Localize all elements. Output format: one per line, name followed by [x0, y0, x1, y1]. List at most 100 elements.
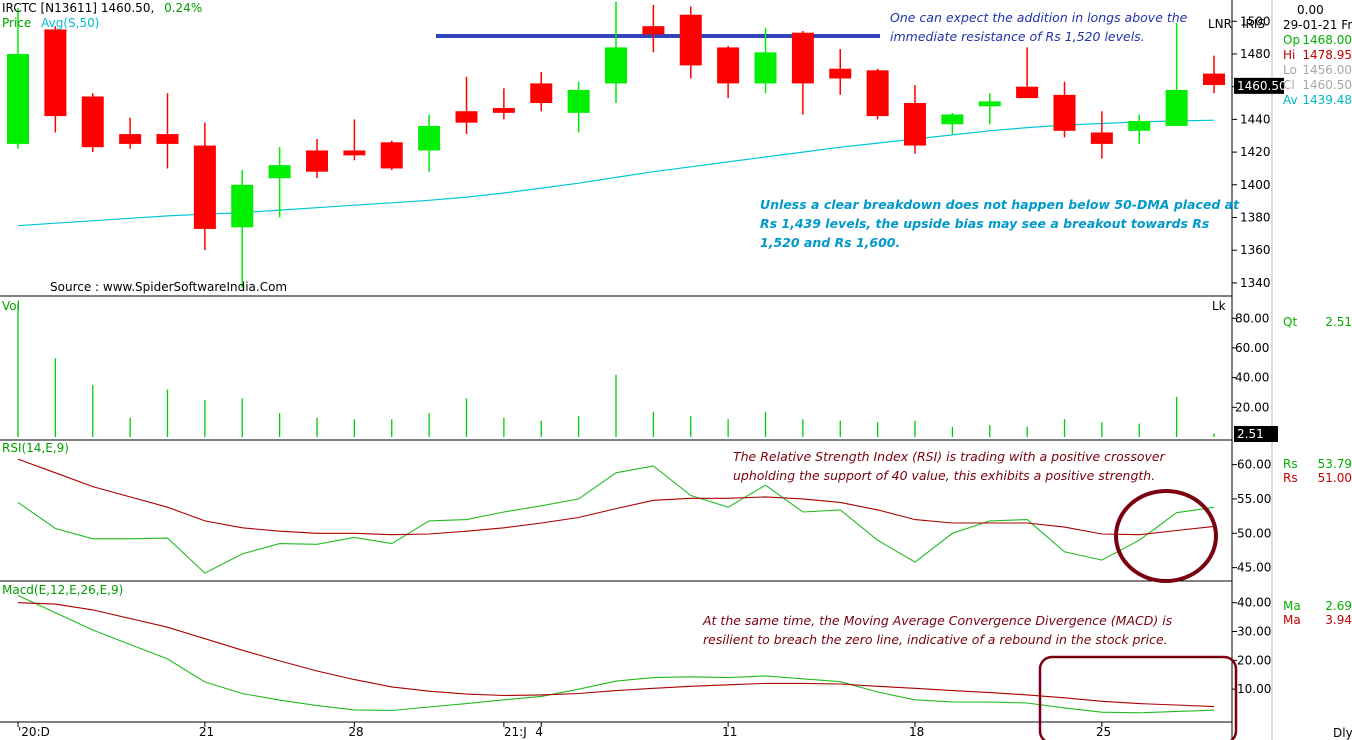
chart-header: IRCTC [N13611] 1460.50, 0.24% [2, 1, 202, 15]
vol-qt-value: 2.51 [1325, 315, 1352, 329]
source-label: Source : www.SpiderSoftwareIndia.Com [50, 280, 288, 294]
legend-avg: Avg(S,50) [41, 16, 100, 30]
candle-down [380, 142, 403, 169]
top-right-value: 0.00 [1297, 3, 1324, 17]
x-tick-label: 18 [909, 725, 924, 739]
rsi-side-0-value: 53.79 [1317, 457, 1352, 471]
vol-tag-value: 2.51 [1237, 427, 1264, 441]
candle-down [642, 26, 665, 35]
vol-tick-label: 80.00 [1235, 311, 1269, 325]
macd-tick-label: 20.00 [1237, 653, 1271, 667]
candle-up [1128, 121, 1151, 131]
last-price-label: 1460.50, [100, 1, 155, 15]
rsi-tick-label: 55.00 [1237, 492, 1271, 506]
candle-down [530, 83, 553, 104]
rsi-side-1-key: Rs [1283, 471, 1298, 485]
ohlc-lo-value: 1456.00 [1302, 63, 1352, 77]
candle-up [418, 125, 441, 151]
resistance-annotation: One can expect the addition in longs abo… [890, 10, 1188, 44]
candle-down [44, 29, 67, 117]
lnr-label: LNR [1208, 17, 1232, 31]
macd-tick-label: 40.00 [1237, 596, 1271, 610]
x-tick-label: 11 [722, 725, 737, 739]
vol-qt-key: Qt [1283, 315, 1298, 329]
iris-label: IRIS [1242, 17, 1266, 31]
candle-down [1203, 73, 1225, 86]
candle-down [492, 107, 515, 113]
candle-up [7, 53, 29, 144]
macd-side-1-value: 3.94 [1325, 613, 1352, 627]
price-tick-label: 1420 [1240, 145, 1271, 159]
candle-down [156, 134, 179, 144]
vol-tick-label: 40.00 [1235, 371, 1269, 385]
candle-down [1053, 94, 1076, 131]
rsi-panel-title: RSI(14,E,9) [2, 441, 69, 455]
candle-down [1090, 132, 1113, 144]
ohlc-cl-value: 1460.50 [1302, 78, 1352, 92]
macd-annotation: At the same time, the Moving Average Con… [703, 613, 1173, 647]
price-tick-label: 1360 [1240, 243, 1271, 257]
vol-tag [1234, 426, 1278, 442]
x-tick-label: 4 [535, 725, 543, 739]
candle-down [119, 134, 142, 144]
rsi-annotation: The Relative Strength Index (RSI) is tra… [733, 449, 1165, 483]
ohlc-hi-value: 1478.95 [1302, 48, 1352, 62]
rsi-tick-label: 50.00 [1237, 526, 1271, 540]
vol-panel-title: Vol [2, 299, 20, 313]
x-tick-label: 21:J [504, 725, 527, 739]
vol-tick-label: 60.00 [1235, 341, 1269, 355]
rsi-tick-label: 45.00 [1237, 561, 1271, 575]
legend-price: Price [2, 16, 32, 30]
lk-unit-label: Lk [1212, 299, 1226, 313]
candle-down [791, 32, 814, 84]
current-price-value: 1460.50 [1237, 79, 1287, 93]
x-tick-label: 21 [199, 725, 214, 739]
dly-label: Dly [1333, 726, 1352, 740]
candle-up [941, 114, 964, 125]
macd-side-1-key: Ma [1283, 613, 1301, 627]
rsi-highlight-circle [1114, 489, 1218, 583]
ohlc-av-value: 1439.48 [1302, 93, 1352, 107]
price-tick-label: 1440 [1240, 112, 1271, 126]
ma50-line [17, 119, 1215, 227]
candle-up [754, 52, 777, 84]
macd-side-0-key: Ma [1283, 599, 1301, 613]
current-price-tag [1234, 77, 1284, 94]
candle-down [904, 103, 926, 146]
price-tick-label: 1380 [1240, 211, 1271, 225]
candle-down [717, 47, 740, 84]
dma-annotation: Unless a clear breakdown does not happen… [760, 197, 1240, 250]
ohlc-lo-key: Lo [1283, 63, 1297, 77]
macd-line [17, 594, 1215, 714]
price-tick-label: 1400 [1240, 178, 1271, 192]
x-tick-label: '20:D [18, 725, 50, 739]
macd-signal-line [17, 602, 1215, 708]
vol-tick-label: 20.00 [1235, 400, 1269, 414]
candle-up [1165, 89, 1188, 126]
price-tick-label: 1480 [1240, 47, 1271, 61]
candle-down [306, 150, 328, 172]
ohlc-cl-key: Cl [1283, 78, 1295, 92]
candle-down [1016, 86, 1039, 99]
ohlc-op-value: 1468.00 [1302, 33, 1352, 47]
ohlc-op-key: Op [1283, 33, 1301, 47]
candle-down [455, 111, 478, 123]
legend-row: Price Avg(S,50) [2, 16, 99, 30]
candle-down [679, 14, 702, 66]
rsi-signal-line [17, 458, 1215, 536]
macd-tick-label: 10.00 [1237, 682, 1271, 696]
candle-up [567, 89, 590, 113]
macd-side-0-value: 2.69 [1325, 599, 1352, 613]
macd-highlight-box [1038, 655, 1238, 740]
macd-panel-title: Macd(E,12,E,26,E,9) [2, 583, 124, 597]
rsi-line [17, 465, 1215, 574]
price-tick-label: 1340 [1240, 276, 1271, 290]
candle-down [81, 96, 104, 148]
x-tick-label: 28 [348, 725, 363, 739]
candle-down [866, 70, 889, 117]
candle-up [231, 184, 254, 228]
date-label: 29-01-21 Fri [1283, 18, 1352, 32]
candle-up [268, 165, 291, 179]
rsi-side-1-value: 51.00 [1317, 471, 1352, 485]
